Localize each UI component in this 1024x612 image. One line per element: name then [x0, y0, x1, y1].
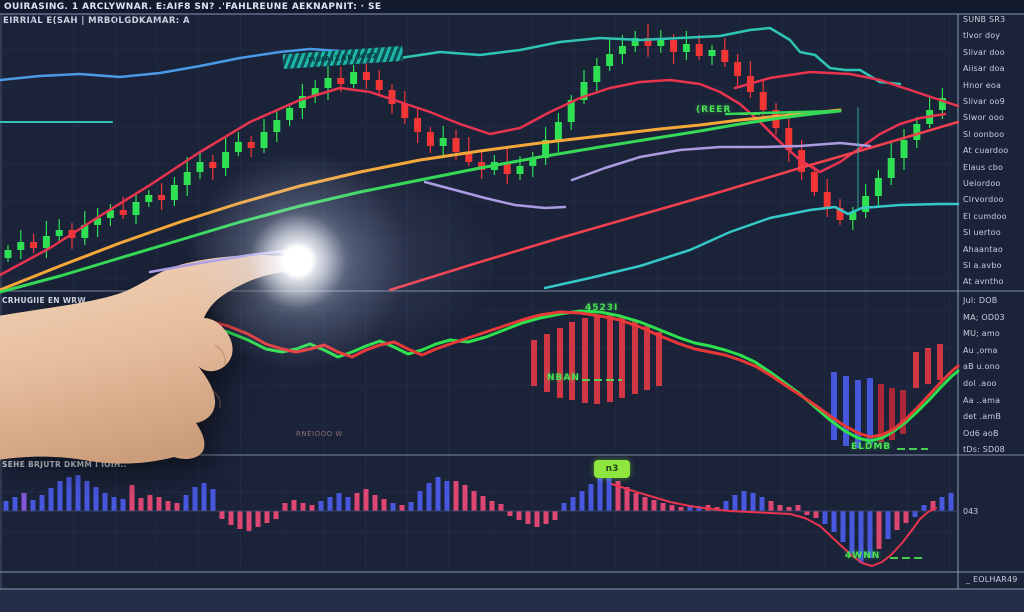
axis-label: Aa ..ama	[963, 395, 1001, 405]
volume-pane-title: SEHE BRJUTR DKMM I IOIH..	[2, 460, 127, 469]
knuckle-crease	[211, 344, 227, 409]
faint-ghost-text: RNEIOOO W	[296, 430, 343, 438]
axis-label: Elaus cbo	[963, 162, 1004, 172]
signal-badge-label: n3	[605, 464, 619, 474]
teal-lower-band	[543, 202, 960, 290]
axis-label: Jul: DOB	[963, 296, 998, 305]
macd-peak-value: 4523I	[585, 303, 619, 313]
axis-label: Sl a.avbo	[963, 261, 1002, 270]
crimson-ma	[0, 78, 947, 277]
red-trend-line	[388, 120, 960, 292]
axis-label: Aiisar doa	[963, 64, 1005, 74]
axis-label: MU; amo	[963, 329, 1000, 339]
reer-annotation: (REER	[696, 105, 732, 115]
green-ma	[0, 109, 842, 294]
volume-signal-curve	[611, 483, 937, 567]
axis-label: Sl oonboo	[963, 129, 1005, 139]
axis-label: Clrvordoo	[963, 195, 1004, 205]
macd-green	[203, 309, 960, 443]
axis-label: aB u.ono	[963, 362, 1001, 372]
axis-label: tDs: SD08	[963, 445, 1005, 455]
bottom-margin-band	[0, 589, 1024, 612]
header-title: OUIRASING. 1 ARCLYWNAR. E:AIF8 SN? .'FAH…	[4, 2, 382, 12]
crimson-upper-right	[733, 70, 960, 108]
wnn-annotation: 4WNN	[845, 551, 881, 561]
axis-label: At cuardoo	[963, 146, 1009, 156]
hand-silhouette	[0, 254, 305, 464]
axis-label: At avntho	[963, 277, 1004, 287]
volume-axis-value: 043	[963, 507, 979, 516]
axis-label: MA; OD03	[963, 312, 1005, 322]
lavender-seg-2	[423, 180, 567, 210]
axis-label: Slivar doo	[963, 47, 1005, 57]
axis-label: dol .aoo	[963, 379, 997, 388]
macd-pane-title: CRHUGIIE EN WRW	[2, 296, 86, 305]
lavender-seg-3	[570, 141, 872, 182]
signal-badge: n3	[594, 460, 630, 478]
axis-label: Slivar oo9	[963, 97, 1005, 106]
axis-label: Od6 aoB	[963, 428, 999, 438]
axis-label: Hnor eoa	[963, 80, 1002, 90]
footer-axis-label: _ EOLHAR49	[966, 575, 1018, 584]
axis-label: det .amB	[963, 412, 1002, 422]
axis-label: Ueiordoo	[963, 179, 1001, 188]
axis-label: Slwor ooo	[963, 113, 1005, 123]
teal-upper-band	[398, 26, 902, 86]
axis-label: SUNB SR3	[963, 15, 1006, 24]
axis-label: Ahaantao	[963, 244, 1003, 254]
axis-label: El cumdoo	[963, 211, 1007, 221]
nban-annotation: NBAN	[547, 373, 580, 383]
orange-ma	[0, 108, 842, 292]
macd-red	[203, 310, 960, 439]
header-band	[0, 0, 1024, 14]
axis-label: tlvor doy	[963, 31, 1001, 41]
axis-label: Sl uertoo	[963, 228, 1001, 238]
axis-label: Au ,oma	[963, 345, 998, 355]
eldmb-annotation: ELDMB	[851, 442, 892, 452]
header-subtitle: EIRRIAL E(SAH | MRBOLGDKAMAR: A	[3, 16, 190, 26]
